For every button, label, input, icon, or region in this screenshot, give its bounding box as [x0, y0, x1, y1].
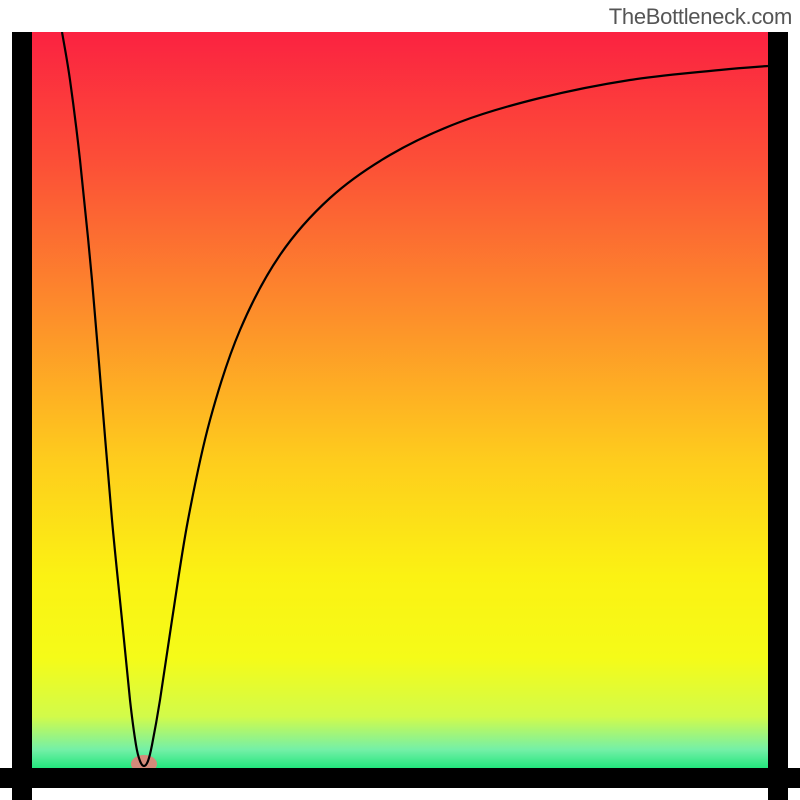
border-left [12, 32, 32, 800]
border-right [768, 32, 788, 800]
plot-background [32, 32, 768, 768]
bottleneck-chart [0, 0, 800, 800]
watermark-text: TheBottleneck.com [609, 4, 792, 30]
border-bottom [0, 768, 800, 788]
chart-container: TheBottleneck.com [0, 0, 800, 800]
